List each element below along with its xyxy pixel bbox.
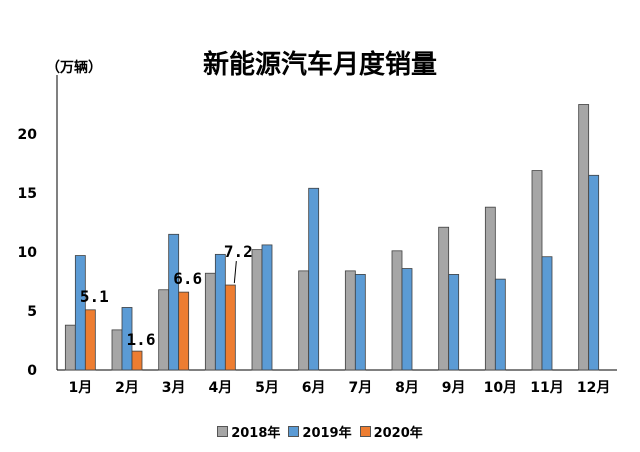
x-tick-label: 6月 [302, 380, 326, 396]
y-axis-unit-label: （万辆） [46, 60, 102, 76]
legend-label-2020: 2020年 [373, 426, 423, 441]
legend-item-2018: 2018年 [217, 422, 280, 441]
y-tick-label: 20 [18, 127, 38, 143]
bar-2020年-1月 [84, 309, 96, 371]
bar-2019年-6月 [308, 187, 320, 371]
chart-title: 新能源汽车月度销量 [202, 50, 437, 80]
bar-2020年-2月 [131, 350, 143, 371]
x-tick-label: 9月 [442, 380, 466, 396]
bar-2018年-9月 [438, 226, 450, 371]
x-tick-label: 7月 [348, 380, 372, 396]
bar-2019年-9月 [448, 274, 460, 371]
y-tick-label: 10 [18, 245, 38, 261]
data-label: 5.1 [80, 287, 109, 306]
legend-swatch-2018 [217, 426, 229, 437]
bar-2018年-2月 [111, 329, 123, 371]
data-label: 1.6 [127, 330, 156, 349]
bar-2018年-6月 [298, 270, 310, 371]
y-tick-label: 5 [27, 304, 37, 320]
bar-2018年-10月 [484, 206, 496, 371]
bar-2019年-7月 [354, 274, 366, 371]
x-tick-label: 12月 [577, 380, 610, 396]
bar-2018年-1月 [64, 324, 76, 371]
x-tick-label: 2月 [115, 380, 139, 396]
bar-2019年-2月 [121, 307, 133, 371]
legend-item-2020: 2020年 [359, 422, 423, 441]
x-tick-label: 11月 [530, 380, 563, 396]
bar-2018年-11月 [531, 170, 543, 371]
data-label: 6.6 [173, 269, 202, 288]
x-tick-label: 8月 [395, 380, 419, 396]
legend: 2018年 2019年 2020年 [0, 422, 640, 441]
legend-item-2019: 2019年 [288, 422, 352, 441]
bar-2019年-1月 [74, 255, 86, 371]
bar-2018年-7月 [344, 270, 356, 371]
bar-2019年-10月 [494, 278, 506, 371]
bar-2019年-11月 [541, 256, 553, 371]
x-tick-label: 5月 [255, 380, 279, 396]
bar-2018年-5月 [251, 249, 263, 371]
x-tick-label: 3月 [162, 380, 186, 396]
bar-2019年-5月 [261, 244, 273, 371]
bar-2019年-3月 [168, 233, 180, 371]
x-tick-label: 1月 [68, 380, 92, 396]
data-label-leader [233, 260, 237, 284]
x-tick-label: 10月 [484, 380, 517, 396]
bar-2019年-8月 [401, 268, 413, 371]
y-tick-label: 15 [18, 186, 37, 202]
bar-2018年-3月 [158, 289, 170, 371]
x-tick-label: 4月 [208, 380, 232, 396]
legend-label-2018: 2018年 [231, 426, 281, 441]
bar-2019年-4月 [214, 253, 226, 371]
y-tick-label: 0 [27, 363, 37, 379]
legend-label-2019: 2019年 [302, 426, 352, 441]
bar-2018年-4月 [204, 272, 216, 371]
bar-2020年-4月 [224, 284, 236, 371]
legend-swatch-2019 [288, 426, 300, 437]
bar-2018年-12月 [578, 104, 590, 371]
legend-swatch-2020 [359, 426, 371, 437]
bar-2019年-12月 [588, 174, 600, 371]
bar-2020年-3月 [178, 291, 190, 371]
data-label: 7.2 [224, 242, 253, 261]
bar-2018年-8月 [391, 250, 403, 371]
